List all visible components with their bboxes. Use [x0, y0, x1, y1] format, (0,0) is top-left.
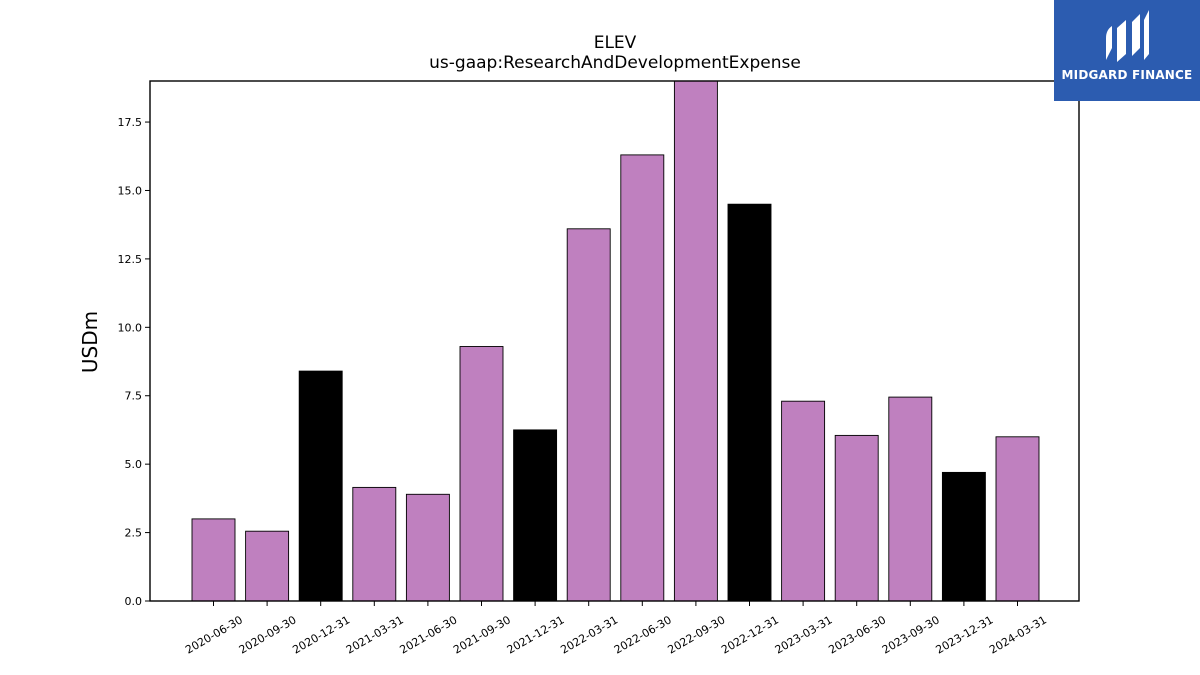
x-tick-label: 2023-06-30: [826, 613, 888, 656]
y-axis-ticks: 0.0 2.5 5.0 7.5 10.0 12.5 15.0 17.5: [118, 116, 150, 608]
midgard-finance-logo: MIDGARD FINANCE: [1054, 0, 1200, 101]
logo-text: MIDGARD FINANCE: [1061, 68, 1193, 82]
y-axis-label: USDm: [78, 311, 102, 373]
x-tick-label: 2021-12-31: [505, 613, 567, 656]
chart-title: ELEV: [594, 33, 637, 53]
bar-2020-06-30: [191, 518, 236, 602]
y-tick-label: 2.5: [125, 527, 143, 540]
y-tick-label: 5.0: [125, 458, 143, 471]
x-tick-label: 2021-09-30: [451, 613, 513, 656]
bar-2023-03-31: [781, 400, 826, 602]
bar-2023-06-30: [834, 434, 879, 602]
midgard-logo-icon: [1106, 10, 1149, 62]
x-tick-label: 2020-09-30: [237, 613, 299, 656]
chart-subtitle: us-gaap:ResearchAndDevelopmentExpense: [429, 53, 801, 73]
bar-2022-12-31: [727, 203, 772, 602]
bar-2022-06-30: [620, 154, 665, 602]
bar-2020-12-31: [298, 370, 343, 602]
bar-2023-09-30: [888, 396, 933, 602]
plot-frame: [149, 80, 1080, 602]
x-tick-label: 2022-03-31: [558, 613, 620, 656]
x-axis-ticks: 2020-06-302020-09-302020-12-312021-03-31…: [183, 601, 1049, 657]
bar-2021-09-30: [459, 346, 504, 602]
bar-2021-03-31: [352, 486, 397, 602]
x-tick-label: 2023-03-31: [773, 613, 835, 656]
x-tick-label: 2020-12-31: [290, 613, 352, 656]
y-tick-label: 10.0: [118, 321, 143, 334]
x-tick-label: 2022-09-30: [666, 613, 728, 656]
bar-2022-03-31: [566, 228, 611, 602]
x-tick-label: 2021-06-30: [398, 613, 460, 656]
bar-series: [191, 80, 1040, 602]
x-tick-label: 2020-06-30: [183, 613, 245, 656]
y-tick-label: 0.0: [125, 595, 143, 608]
x-tick-label: 2024-03-31: [987, 613, 1049, 656]
bar-2021-12-31: [513, 429, 558, 602]
y-tick-label: 17.5: [118, 116, 143, 129]
x-tick-label: 2022-12-31: [719, 613, 781, 656]
y-tick-label: 7.5: [125, 390, 143, 403]
bar-2022-09-30: [673, 80, 718, 602]
x-tick-label: 2022-06-30: [612, 613, 674, 656]
bar-2024-03-31: [995, 436, 1040, 602]
y-tick-label: 15.0: [118, 184, 143, 197]
y-tick-label: 12.5: [118, 253, 143, 266]
x-tick-label: 2023-12-31: [934, 613, 996, 656]
bar-2023-12-31: [941, 471, 986, 602]
x-tick-label: 2023-09-30: [880, 613, 942, 656]
bar-2021-06-30: [405, 493, 450, 602]
bar-2020-09-30: [245, 530, 290, 602]
x-tick-label: 2021-03-31: [344, 613, 406, 656]
